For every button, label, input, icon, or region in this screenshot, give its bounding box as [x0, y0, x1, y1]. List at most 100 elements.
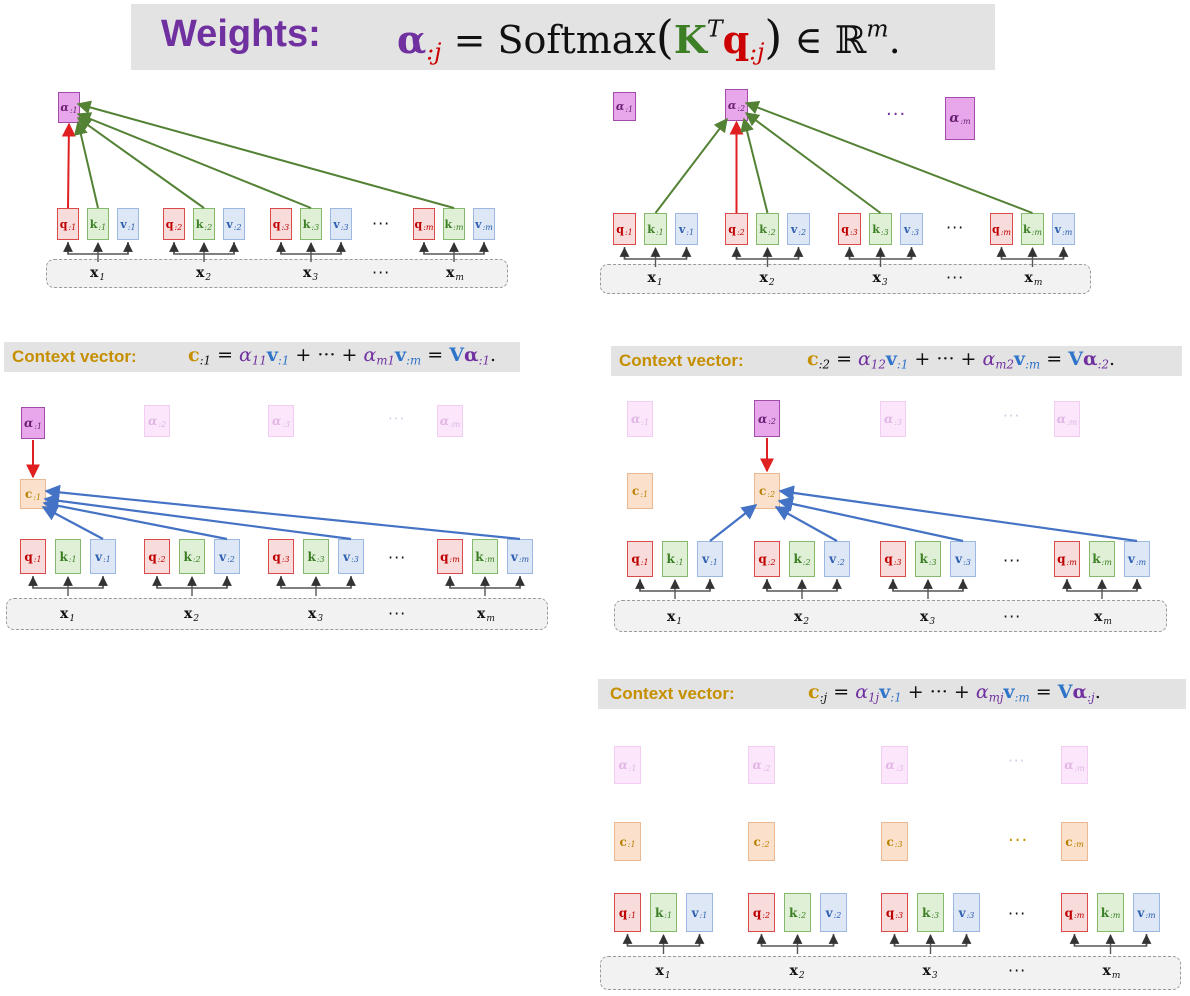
p2-alpha-m: α:m	[945, 97, 975, 140]
p2-v-1-subscript: :1	[686, 227, 695, 237]
p4-row-dots: ···	[1003, 551, 1022, 570]
p1-v-4-symbol: v	[475, 217, 482, 231]
p4-input-dots: ···	[1003, 607, 1022, 626]
alpha-symbol: α	[397, 17, 427, 62]
p2-k-4-symbol: k	[1023, 222, 1031, 236]
m-superscript: m	[866, 14, 889, 43]
p3-k-3: k:3	[303, 539, 329, 574]
p3-v-3-symbol: v	[343, 549, 351, 564]
p5-x-4-subscript: m	[1111, 971, 1121, 981]
context-equation-1: c:1 = α11v:1 + ··· + αm1v:m = Vα:1.	[188, 344, 496, 367]
p3-q-2: q:2	[144, 539, 170, 574]
p2-v-3-subscript: :3	[911, 227, 920, 237]
p4-connector-3	[892, 579, 964, 592]
p1-connector-2	[173, 242, 235, 255]
p5-context-dots: ···	[1008, 830, 1029, 851]
q-subscript: :j	[749, 37, 765, 66]
p5-input-dots: ···	[1008, 961, 1027, 980]
c-symbol: c	[808, 681, 820, 703]
p3-k-4-subscript: :m	[484, 555, 495, 564]
p2-green-arrow-1	[654, 117, 728, 214]
p5-v-2-subscript: :2	[833, 911, 842, 920]
p3-x-4-symbol: x	[477, 606, 486, 622]
p2-q-1-symbol: q	[616, 222, 624, 236]
p2-green-arrow-3	[744, 112, 882, 214]
p2-q-3-symbol: q	[841, 222, 849, 236]
p5-connector-1	[626, 934, 701, 947]
p4-blue-arrow-2	[774, 506, 838, 542]
p3-k-2-subscript: :2	[192, 555, 201, 564]
p3-x-4-subscript: m	[486, 614, 495, 624]
p4-x-3: x3	[920, 609, 935, 627]
p2-x-3-subscript: 3	[881, 278, 888, 288]
p4-alpha-3-symbol: α	[883, 412, 894, 426]
p5-alpha-3-subscript: :3	[895, 763, 904, 773]
p5-v-4: v:m	[1133, 893, 1160, 932]
in-symbol: ∈	[794, 18, 823, 62]
p3-input-dots: ···	[388, 604, 407, 623]
p5-q-1-subscript: :1	[628, 911, 637, 920]
p4-q-1-symbol: q	[631, 552, 640, 566]
p4-v-2-subscript: :2	[837, 557, 845, 567]
p3-alpha-m: α:m	[437, 405, 463, 437]
p1-alpha-1-symbol: α	[60, 101, 69, 114]
p2-x-1-subscript: 1	[656, 278, 663, 288]
p5-x-4: xm	[1103, 963, 1121, 981]
p3-x-4: xm	[477, 606, 495, 624]
p5-k-3-symbol: k	[921, 905, 931, 920]
p2-k-3-subscript: :3	[880, 227, 889, 237]
p4-q-4-symbol: q	[1057, 552, 1066, 566]
p3-k-3-symbol: k	[307, 549, 316, 564]
p5-alpha-2: α:2	[748, 746, 775, 784]
p5-connector-3	[893, 934, 968, 947]
p4-k-1: k:1	[662, 541, 688, 577]
alpha-sub: :1	[478, 353, 491, 368]
p5-v-2-symbol: v	[825, 905, 833, 920]
p4-v-4-subscript: :m	[1135, 557, 1147, 567]
p2-v-4-subscript: :m	[1062, 227, 1073, 237]
context-label-3: Context vector:	[610, 684, 735, 703]
p1-q-1-symbol: q	[59, 217, 68, 231]
p1-v-3-symbol: v	[333, 217, 340, 231]
alpha: α	[463, 344, 479, 366]
p1-k-2-symbol: k	[195, 217, 204, 231]
p1-v-3-subscript: :3	[340, 222, 349, 232]
p2-k-1: k:1	[644, 213, 667, 245]
p5-q-3-symbol: q	[885, 905, 895, 920]
p1-x-3-symbol: x	[303, 265, 312, 281]
v-sub: :1	[890, 690, 902, 705]
p3-k-1-subscript: :1	[68, 555, 77, 564]
p5-x-1-symbol: x	[655, 963, 664, 979]
p4-q-3-subscript: :3	[893, 557, 902, 567]
p4-q-4-subscript: :m	[1066, 557, 1077, 567]
p3-q-4: q:m	[437, 539, 463, 574]
p2-k-3-symbol: k	[872, 222, 880, 236]
alpha: α	[239, 344, 252, 366]
c-symbol: c	[188, 344, 200, 366]
p4-blue-arrow-4	[778, 485, 1138, 543]
p1-input-dots: ···	[372, 263, 391, 282]
p5-context-1-subscript: :1	[627, 840, 636, 849]
p2-q-3-subscript: :3	[849, 227, 858, 237]
p3-context-1-subscript: :1	[33, 492, 42, 502]
p4-v-2-symbol: v	[829, 552, 837, 566]
p3-connector-1	[32, 576, 104, 589]
p3-q-4-symbol: q	[440, 549, 449, 564]
p3-alpha-1-symbol: α	[23, 416, 34, 430]
p5-context-m-subscript: :m	[1073, 840, 1084, 849]
p3-alpha-2-symbol: α	[147, 414, 158, 428]
p3-x-1: x1	[60, 606, 75, 624]
p1-row-dots: ···	[372, 214, 391, 233]
eq: =	[427, 344, 444, 366]
p4-alpha-dots: ···	[1003, 407, 1021, 425]
p3-v-1-subscript: :1	[103, 555, 111, 564]
c-sub: :j	[819, 690, 828, 705]
p4-alpha-1-subscript: :1	[641, 417, 650, 427]
p2-alpha-2-symbol: α	[727, 98, 737, 112]
p3-x-2-subscript: 2	[193, 614, 200, 624]
p4-x-1-symbol: x	[667, 609, 676, 625]
p2-alpha-1: α:1	[613, 92, 636, 121]
p3-q-4-subscript: :m	[449, 555, 460, 564]
context-label-2: Context vector:	[619, 351, 744, 370]
p4-v-3: v:3	[950, 541, 976, 577]
